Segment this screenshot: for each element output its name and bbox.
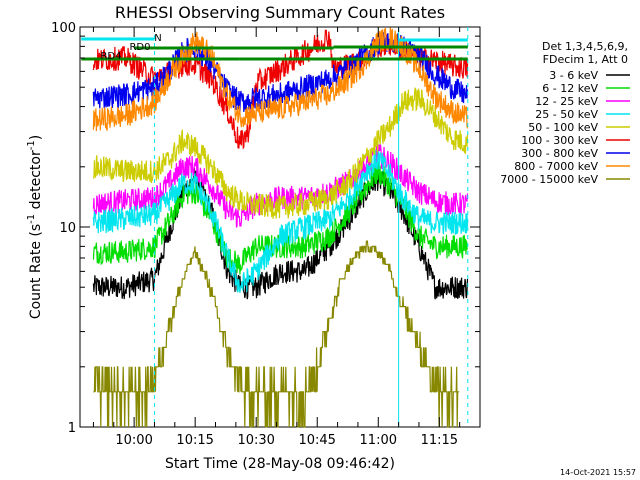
legend-label: 300 - 800 keV — [521, 147, 598, 160]
y-tick-label: 100 — [51, 21, 76, 36]
x-tick-label: 11:15 — [421, 433, 458, 448]
flag-label-rd0: RD0 — [129, 42, 150, 53]
legend-label: 800 - 7000 keV — [514, 160, 598, 173]
legend-label: 50 - 100 keV — [528, 121, 598, 134]
legend-label: 25 - 50 keV — [535, 108, 598, 121]
y-tick-label: 10 — [59, 221, 76, 236]
legend: Det 1,3,4,5,6,9, FDecim 1, Att 0 3 - 6 k… — [500, 40, 630, 186]
x-tick-label: 10:15 — [176, 433, 213, 448]
chart-title: RHESSI Observing Summary Count Rates — [115, 3, 445, 22]
legend-label: 7000 - 15000 keV — [500, 173, 598, 186]
y-tick-label: 1 — [68, 421, 76, 436]
legend-label: 12 - 25 keV — [535, 95, 598, 108]
timestamp: 14-Oct-2021 15:57 — [560, 468, 636, 477]
x-tick-label: 11:00 — [360, 433, 397, 448]
series-line-2 — [92, 161, 469, 275]
series-line-1 — [92, 167, 469, 300]
legend-label: 6 - 12 keV — [542, 82, 598, 95]
x-axis-label: Start Time (28-May-08 09:46:42) — [165, 456, 395, 472]
series-line-4 — [92, 149, 469, 293]
series-line-5 — [92, 87, 469, 219]
flag-label-n: N — [154, 33, 161, 44]
legend-header-1: Det 1,3,4,5,6,9, — [542, 40, 628, 53]
y-axis-label: Count Rate (s-1 detector-1) — [26, 135, 44, 319]
legend-label: 3 - 6 keV — [549, 69, 598, 82]
legend-header-2: FDecim 1, Att 0 — [543, 53, 628, 66]
x-tick-label: 10:45 — [298, 433, 335, 448]
flag-label-rd4: RD4 — [100, 51, 121, 62]
legend-label: 100 - 300 keV — [521, 134, 598, 147]
x-tick-label: 10:30 — [237, 433, 274, 448]
series-line-8 — [92, 27, 469, 132]
x-tick-label: 10:00 — [115, 433, 152, 448]
